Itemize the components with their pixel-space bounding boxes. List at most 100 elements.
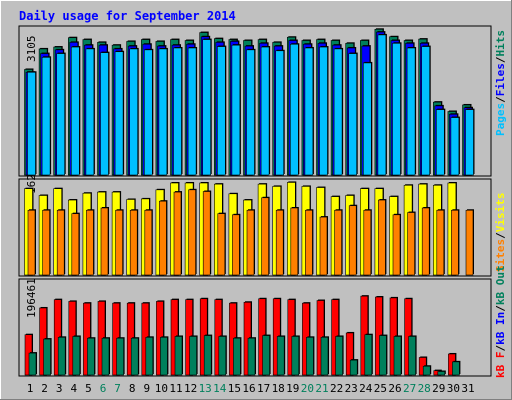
- bar-sites-day-27: [407, 212, 415, 276]
- bar-sites-day-21: [319, 216, 328, 276]
- bar-kbout-day-15: [233, 337, 241, 376]
- bar-pages-day-15: [231, 44, 241, 176]
- bar-sites-day-2: [42, 209, 50, 276]
- x-tick-label: 26: [388, 382, 401, 395]
- bar-pages-day-13: [202, 39, 211, 176]
- x-tick-label: 28: [418, 382, 431, 395]
- legend-sep: /: [494, 345, 507, 352]
- bar-sites-day-20: [305, 209, 313, 276]
- bar-sites-day-8: [129, 209, 138, 276]
- x-tick-label: 30: [447, 382, 460, 395]
- x-tick-label: 18: [272, 382, 285, 395]
- bar-sites-day-16: [246, 209, 255, 276]
- bar-pages-day-14: [217, 46, 226, 176]
- hits-ymax-label: 3105: [25, 36, 38, 63]
- bar-kbout-day-2: [43, 338, 51, 376]
- bar-pages-day-19: [289, 43, 299, 176]
- bar-kbout-day-24: [364, 334, 373, 376]
- legend-kb: kB F/kB In/kB Out: [494, 265, 507, 378]
- bar-sites-day-29: [436, 209, 445, 276]
- bar-pages-day-27: [406, 47, 416, 176]
- legend-sep: /: [494, 56, 507, 63]
- bar-kbout-day-16: [247, 337, 256, 376]
- bar-sites-day-10: [159, 200, 167, 276]
- x-tick-label: 19: [286, 382, 299, 395]
- bar-pages-day-29: [435, 109, 445, 176]
- bar-sites-day-19: [290, 207, 299, 276]
- bar-kbout-day-5: [87, 337, 95, 376]
- bar-pages-day-9: [144, 49, 153, 176]
- x-tick-label: 6: [100, 382, 107, 395]
- bar-sites-day-15: [232, 214, 240, 276]
- bar-sites-day-9: [144, 209, 153, 276]
- bar-kbout-day-23: [349, 359, 358, 376]
- bar-kbout-day-19: [291, 336, 300, 376]
- bar-sites-day-30: [451, 209, 459, 276]
- chart-bars: [24, 28, 475, 376]
- bar-sites-day-23: [348, 205, 357, 276]
- x-tick-label: 20: [301, 382, 314, 395]
- x-tick-label: 16: [242, 382, 255, 395]
- bar-sites-day-7: [115, 209, 123, 276]
- bar-pages-day-5: [85, 48, 95, 176]
- bar-kbout-day-30: [452, 361, 460, 376]
- bar-kbout-day-7: [116, 337, 124, 376]
- legend-kbf: kB F: [494, 352, 507, 379]
- x-tick-label: 23: [345, 382, 358, 395]
- bar-kbout-day-14: [218, 336, 227, 376]
- bar-sites-day-13: [202, 191, 211, 276]
- x-tick-label: 24: [359, 382, 373, 395]
- x-tick-label: 3: [56, 382, 63, 395]
- bar-pages-day-22: [333, 48, 343, 176]
- bar-kbout-day-6: [101, 337, 110, 376]
- x-tick-label: 4: [70, 382, 77, 395]
- x-tick-label: 31: [461, 382, 474, 395]
- bar-sites-day-1: [27, 209, 36, 276]
- bar-kbout-day-22: [335, 336, 343, 376]
- x-tick-label: 5: [85, 382, 92, 395]
- bar-kbout-day-21: [320, 337, 329, 376]
- legend-files: Files: [494, 63, 507, 96]
- x-tick-label: 17: [257, 382, 270, 395]
- bar-kbout-day-11: [174, 336, 183, 376]
- legend-hits-files-pages: Pages/Files/Hits: [494, 30, 507, 136]
- bar-sites-day-26: [392, 214, 401, 276]
- bar-sites-day-11: [173, 191, 182, 276]
- bar-sites-day-25: [378, 199, 386, 276]
- bar-pages-day-3: [56, 53, 66, 176]
- bar-pages-day-11: [173, 47, 182, 176]
- bar-kbout-day-3: [57, 337, 66, 376]
- bar-sites-day-3: [56, 209, 65, 276]
- x-tick-label: 14: [213, 382, 227, 395]
- bar-pages-day-28: [421, 46, 431, 176]
- x-tick-label: 25: [374, 382, 387, 395]
- bar-pages-day-24: [362, 62, 372, 176]
- legend-sep: /: [494, 305, 507, 312]
- bar-pages-day-16: [246, 49, 255, 176]
- bar-pages-day-17: [260, 46, 270, 176]
- x-tick-label: 2: [41, 382, 48, 395]
- bar-pages-day-7: [114, 51, 124, 176]
- bar-kbout-day-12: [189, 336, 197, 376]
- legend-kbout: kB Out: [494, 265, 507, 305]
- legend-sites-visits: Sites/Visits: [494, 193, 507, 273]
- bar-pages-day-30: [450, 117, 460, 176]
- bar-sites-day-18: [275, 209, 284, 276]
- bar-sites-day-31: [465, 209, 474, 276]
- legend-visits: Visits: [494, 193, 507, 233]
- bar-sites-day-5: [86, 209, 94, 276]
- x-tick-label: 10: [155, 382, 168, 395]
- bar-pages-day-31: [465, 109, 474, 176]
- bar-kbout-day-28: [422, 365, 431, 376]
- chart-title: Daily usage for September 2014: [19, 9, 236, 23]
- bar-kbout-day-29: [437, 371, 446, 376]
- bar-kbout-day-13: [203, 335, 212, 376]
- bar-kbout-day-25: [379, 335, 387, 376]
- legend-hits: Hits: [494, 30, 507, 57]
- bar-kbout-day-26: [393, 336, 402, 376]
- bar-sites-day-14: [217, 213, 226, 276]
- x-tick-label: 15: [228, 382, 241, 395]
- x-tick-label: 12: [184, 382, 197, 395]
- x-tick-label: 21: [315, 382, 328, 395]
- bar-pages-day-8: [129, 48, 138, 176]
